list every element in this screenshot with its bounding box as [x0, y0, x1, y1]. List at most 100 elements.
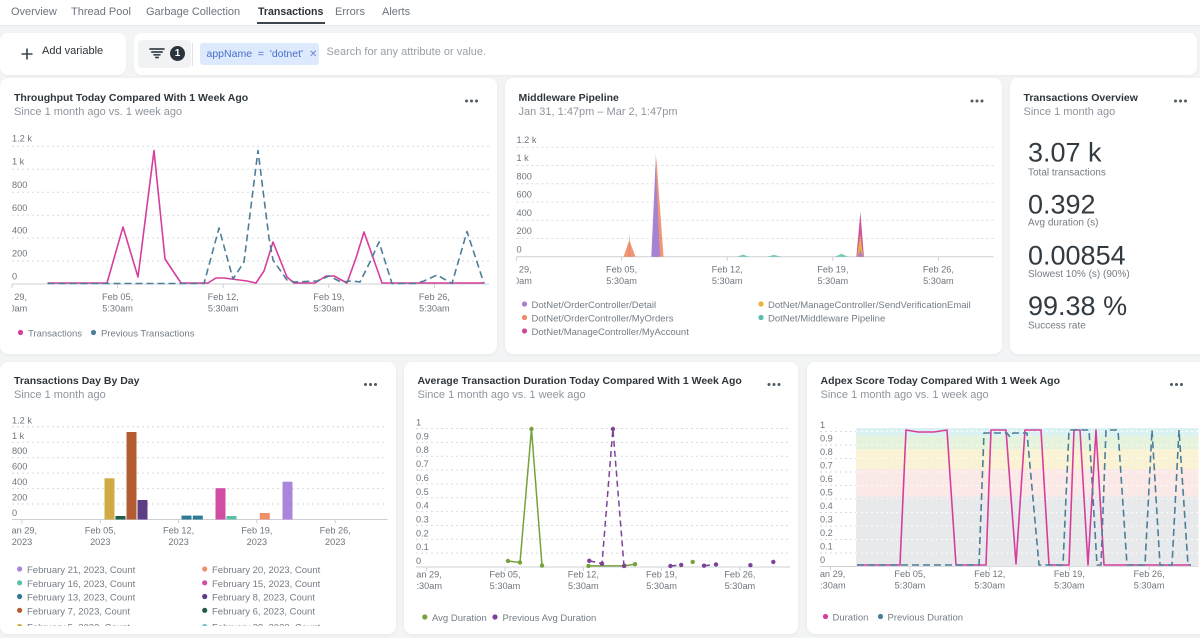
- svg-text:5:30am: 5:30am: [411, 581, 442, 591]
- svg-text:Feb 05,: Feb 05,: [102, 292, 133, 302]
- svg-text:0.2: 0.2: [820, 528, 833, 538]
- svg-text:0.3: 0.3: [416, 514, 429, 524]
- svg-text:0: 0: [820, 555, 825, 565]
- svg-text:Feb 26,: Feb 26,: [1134, 569, 1165, 579]
- svg-text:800: 800: [12, 180, 27, 190]
- svg-text:Feb 12,: Feb 12,: [208, 292, 239, 302]
- svg-text:600: 600: [12, 203, 27, 213]
- svg-text:5:30am: 5:30am: [1134, 581, 1165, 591]
- svg-text:600: 600: [12, 462, 27, 472]
- svg-text:Feb 26,: Feb 26,: [724, 570, 755, 580]
- svg-text:February 6, 2023, Count: February 6, 2023, Count: [212, 606, 315, 617]
- svg-text:0.5: 0.5: [416, 487, 429, 497]
- svg-text:DotNet/OrderController/MyOrder: DotNet/OrderController/MyOrders: [532, 314, 674, 325]
- svg-text:800: 800: [517, 171, 532, 181]
- svg-text:Previous Duration: Previous Duration: [888, 613, 964, 624]
- svg-text:5:30am: 5:30am: [712, 276, 743, 286]
- svg-text:5:30am: 5:30am: [817, 276, 848, 286]
- svg-text:1.2 k: 1.2 k: [12, 134, 32, 144]
- svg-text:Feb 05,: Feb 05,: [606, 265, 637, 275]
- svg-text:Transactions: Transactions: [28, 329, 82, 340]
- svg-text:0.1: 0.1: [820, 542, 833, 552]
- svg-text:Previous Avg Duration: Previous Avg Duration: [503, 613, 597, 624]
- svg-text:February 15, 2023, Count: February 15, 2023, Count: [212, 579, 321, 590]
- svg-text:0: 0: [416, 556, 421, 566]
- svg-text:5:30am: 5:30am: [501, 276, 532, 286]
- svg-text:February 20, 2023, Count: February 20, 2023, Count: [212, 565, 321, 576]
- svg-text:0.00854: 0.00854: [1028, 241, 1126, 271]
- svg-text:5:30am: 5:30am: [490, 581, 521, 591]
- svg-text:5:30am: 5:30am: [815, 581, 846, 591]
- svg-text:3.07 k: 3.07 k: [1028, 138, 1102, 168]
- svg-text:Feb 19,: Feb 19,: [817, 265, 848, 275]
- svg-text:Feb 12,: Feb 12,: [568, 570, 599, 580]
- svg-text:5:30am: 5:30am: [923, 276, 954, 286]
- svg-text:Avg Duration: Avg Duration: [432, 613, 487, 624]
- svg-text:0.4: 0.4: [416, 501, 429, 511]
- svg-text:Jan 29,: Jan 29,: [7, 526, 37, 536]
- svg-text:0.8: 0.8: [820, 447, 833, 457]
- svg-text:Duration: Duration: [833, 613, 869, 624]
- svg-text:DotNet/ManageController/SendVe: DotNet/ManageController/SendVerification…: [768, 300, 971, 311]
- svg-text:2023: 2023: [168, 537, 188, 547]
- svg-text:0: 0: [12, 508, 17, 518]
- svg-text:DotNet/Middleware Pipeline: DotNet/Middleware Pipeline: [768, 314, 885, 325]
- svg-text:0.392: 0.392: [1028, 190, 1096, 220]
- svg-text:0.8: 0.8: [416, 445, 429, 455]
- svg-text:400: 400: [517, 208, 532, 218]
- svg-text:400: 400: [12, 477, 27, 487]
- svg-text:5:30am: 5:30am: [208, 304, 239, 314]
- svg-text:DotNet/OrderController/Detail: DotNet/OrderController/Detail: [532, 300, 657, 311]
- svg-text:Feb 05,: Feb 05,: [85, 526, 116, 536]
- svg-text:0.3: 0.3: [820, 515, 833, 525]
- svg-text:400: 400: [12, 226, 27, 236]
- svg-text:Feb 12,: Feb 12,: [163, 526, 194, 536]
- svg-text:1 k: 1 k: [517, 153, 530, 163]
- svg-text:5:30am: 5:30am: [895, 581, 926, 591]
- svg-text:February 5, 2023, Count: February 5, 2023, Count: [27, 623, 130, 634]
- svg-text:0: 0: [517, 244, 522, 254]
- svg-text:Feb 19,: Feb 19,: [646, 570, 677, 580]
- svg-text:800: 800: [12, 446, 27, 456]
- svg-text:Feb 12,: Feb 12,: [712, 265, 743, 275]
- svg-text:5:30am: 5:30am: [102, 304, 133, 314]
- svg-text:2023: 2023: [247, 537, 267, 547]
- svg-text:0.9: 0.9: [416, 431, 429, 441]
- svg-text:600: 600: [517, 190, 532, 200]
- svg-text:1: 1: [416, 418, 421, 428]
- svg-text:0.1: 0.1: [416, 542, 429, 552]
- svg-text:Feb 26,: Feb 26,: [419, 292, 450, 302]
- svg-text:February 28, 2023, Count: February 28, 2023, Count: [212, 623, 321, 634]
- svg-text:5:30am: 5:30am: [313, 304, 344, 314]
- svg-text:Feb 12,: Feb 12,: [974, 569, 1005, 579]
- svg-text:DotNet/ManageController/MyAcco: DotNet/ManageController/MyAccount: [532, 327, 690, 338]
- svg-text:1.2 k: 1.2 k: [12, 415, 32, 425]
- svg-text:Feb 19,: Feb 19,: [313, 292, 344, 302]
- svg-text:February 8, 2023, Count: February 8, 2023, Count: [212, 593, 315, 604]
- svg-text:Feb 19,: Feb 19,: [1054, 569, 1085, 579]
- svg-text:February 21, 2023, Count: February 21, 2023, Count: [27, 565, 136, 576]
- svg-text:0.4: 0.4: [820, 501, 833, 511]
- svg-text:1: 1: [820, 420, 825, 430]
- svg-text:5:30am: 5:30am: [568, 581, 599, 591]
- svg-text:Slowest 10% (s) (90%): Slowest 10% (s) (90%): [1028, 269, 1130, 280]
- svg-text:Jan 29,: Jan 29,: [412, 570, 442, 580]
- svg-text:1.2 k: 1.2 k: [517, 135, 537, 145]
- svg-text:5:30am: 5:30am: [606, 276, 637, 286]
- svg-text:5:30am: 5:30am: [974, 581, 1005, 591]
- svg-text:Previous Transactions: Previous Transactions: [101, 329, 195, 340]
- svg-text:Success rate: Success rate: [1028, 321, 1086, 332]
- svg-text:1 k: 1 k: [12, 431, 25, 441]
- svg-text:Feb 26,: Feb 26,: [320, 526, 351, 536]
- svg-text:0.9: 0.9: [820, 434, 833, 444]
- svg-text:5:30am: 5:30am: [725, 581, 756, 591]
- svg-text:Jan 29,: Jan 29,: [502, 265, 532, 275]
- svg-text:0.2: 0.2: [416, 528, 429, 538]
- svg-text:0.7: 0.7: [416, 459, 429, 469]
- svg-text:February 13, 2023, Count: February 13, 2023, Count: [27, 593, 136, 604]
- svg-text:February 7, 2023, Count: February 7, 2023, Count: [27, 606, 130, 617]
- svg-text:5:30am: 5:30am: [1054, 581, 1085, 591]
- svg-text:5:30am: 5:30am: [0, 304, 28, 314]
- svg-text:5:30am: 5:30am: [646, 581, 677, 591]
- svg-text:200: 200: [12, 493, 27, 503]
